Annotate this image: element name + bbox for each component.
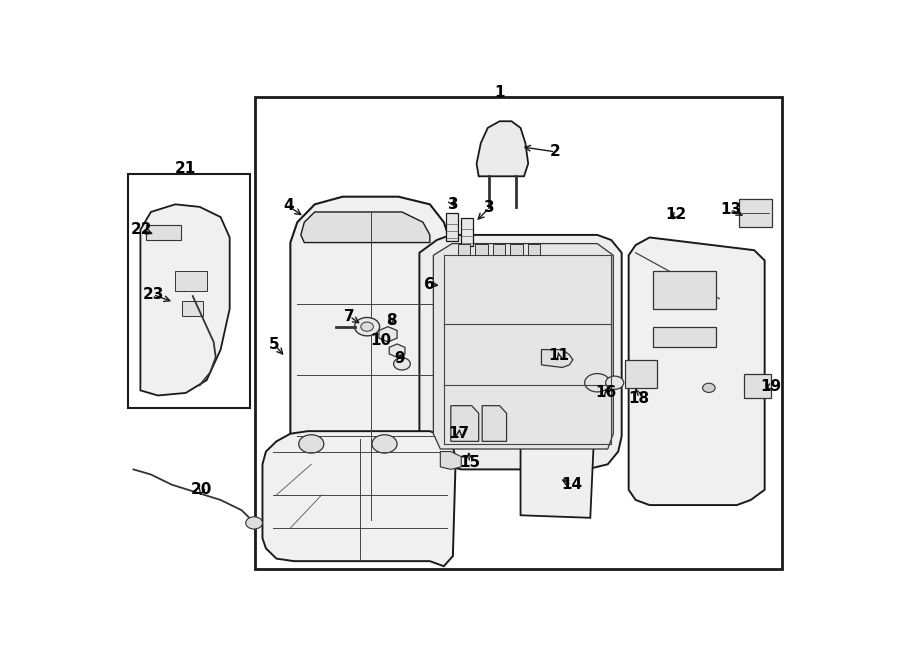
Bar bbox=[446, 213, 458, 241]
Text: 10: 10 bbox=[371, 333, 392, 348]
Text: 4: 4 bbox=[283, 199, 293, 213]
Bar bbox=[492, 244, 505, 256]
Bar bbox=[510, 244, 523, 256]
Text: 7: 7 bbox=[345, 309, 355, 324]
Bar bbox=[475, 244, 488, 256]
Text: 8: 8 bbox=[386, 312, 397, 328]
Text: 16: 16 bbox=[596, 385, 617, 401]
Bar bbox=[527, 244, 540, 256]
Bar bbox=[128, 173, 250, 408]
Text: 3: 3 bbox=[484, 201, 494, 215]
Polygon shape bbox=[434, 244, 613, 449]
Circle shape bbox=[703, 383, 716, 393]
Bar bbox=[744, 373, 771, 398]
Polygon shape bbox=[542, 350, 573, 367]
Bar bbox=[458, 244, 471, 256]
Polygon shape bbox=[451, 406, 479, 442]
Bar bbox=[146, 224, 181, 240]
Bar bbox=[182, 301, 203, 316]
Bar bbox=[626, 359, 657, 388]
Circle shape bbox=[299, 435, 324, 453]
Text: 12: 12 bbox=[665, 207, 687, 222]
Text: 23: 23 bbox=[142, 287, 164, 302]
Circle shape bbox=[372, 435, 397, 453]
Text: 18: 18 bbox=[628, 391, 650, 406]
Text: 22: 22 bbox=[131, 222, 152, 237]
Text: 6: 6 bbox=[425, 277, 436, 292]
Text: 17: 17 bbox=[448, 426, 470, 441]
Text: 13: 13 bbox=[720, 202, 741, 217]
Circle shape bbox=[606, 376, 624, 389]
Bar bbox=[461, 218, 473, 246]
Polygon shape bbox=[263, 431, 455, 566]
Polygon shape bbox=[379, 326, 397, 342]
Bar bbox=[176, 271, 207, 291]
Polygon shape bbox=[482, 406, 507, 442]
Text: 3: 3 bbox=[447, 197, 458, 212]
Polygon shape bbox=[419, 235, 622, 469]
Circle shape bbox=[393, 357, 410, 370]
Polygon shape bbox=[301, 212, 430, 242]
Circle shape bbox=[355, 318, 380, 336]
Text: 5: 5 bbox=[269, 337, 280, 352]
Text: 21: 21 bbox=[176, 161, 196, 176]
Text: 14: 14 bbox=[561, 477, 582, 492]
Text: 15: 15 bbox=[459, 455, 481, 470]
Polygon shape bbox=[628, 238, 765, 505]
Polygon shape bbox=[477, 121, 528, 176]
Polygon shape bbox=[140, 205, 230, 395]
Text: 1: 1 bbox=[494, 85, 505, 100]
Polygon shape bbox=[520, 431, 594, 518]
Bar bbox=[256, 97, 782, 569]
Circle shape bbox=[361, 322, 374, 331]
Text: 20: 20 bbox=[191, 483, 212, 497]
Circle shape bbox=[585, 373, 610, 392]
Text: 2: 2 bbox=[550, 144, 561, 160]
Polygon shape bbox=[440, 451, 461, 469]
Bar bbox=[653, 271, 716, 308]
Polygon shape bbox=[389, 344, 405, 357]
Bar bbox=[739, 199, 772, 227]
Circle shape bbox=[246, 517, 263, 529]
Text: 9: 9 bbox=[394, 352, 405, 366]
Text: 11: 11 bbox=[548, 348, 570, 363]
Polygon shape bbox=[291, 197, 451, 526]
Text: 19: 19 bbox=[760, 379, 781, 394]
Bar bbox=[653, 326, 716, 347]
